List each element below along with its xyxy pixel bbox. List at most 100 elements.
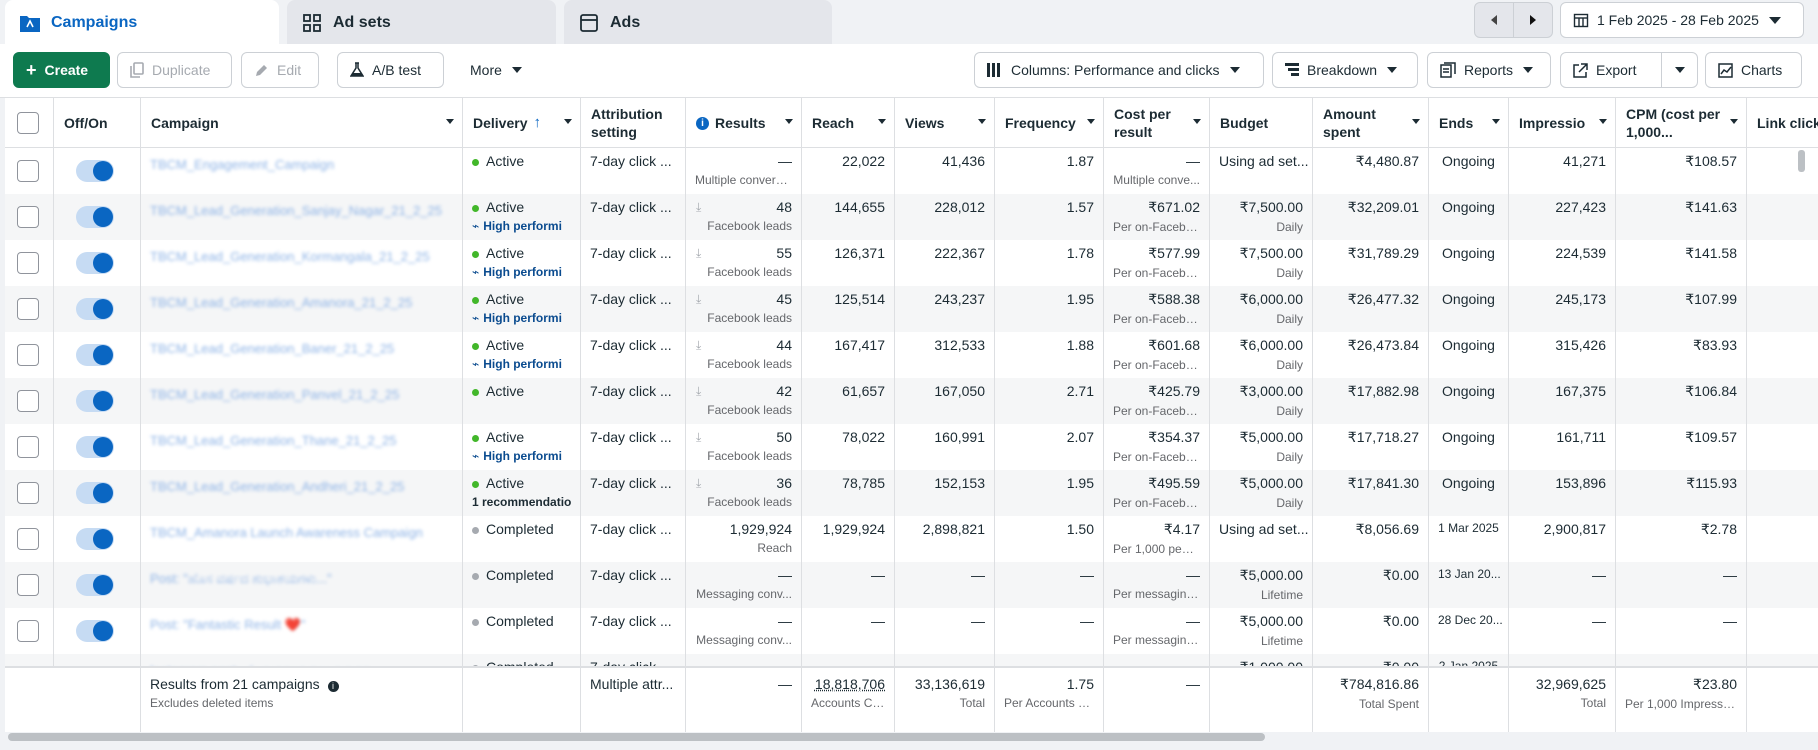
col-header-link-clicks[interactable]: Link click <box>1747 98 1818 148</box>
select-all-checkbox[interactable] <box>17 112 39 134</box>
table-row[interactable]: Post: "ಹೊಸ ವರ್ಷದ ಶುಭಾಶಯಗಳು..." Completed 7… <box>5 562 1818 608</box>
tab-campaigns[interactable]: Campaigns <box>5 0 279 46</box>
horizontal-scrollbar[interactable] <box>8 733 1265 741</box>
row-checkbox[interactable] <box>17 206 39 228</box>
col-header-cost-per-result[interactable]: Cost per result <box>1104 98 1210 148</box>
row-checkbox[interactable] <box>17 528 39 550</box>
table-row[interactable]: TBCM_Lead_Generation_Andheri_21_2_25 Acti… <box>5 470 1818 516</box>
tab-ads[interactable]: Ads <box>564 0 832 46</box>
row-checkbox[interactable] <box>17 344 39 366</box>
columns-dropdown[interactable]: Columns: Performance and clicks <box>974 52 1264 88</box>
row-checkbox[interactable] <box>17 160 39 182</box>
campaign-toggle[interactable] <box>76 436 114 458</box>
campaign-name-link[interactable]: TBCM_Lead_Generation_Amanora_21_2_25 <box>150 295 413 310</box>
export-options-button[interactable] <box>1661 52 1698 88</box>
campaign-name-link[interactable]: Post: "ಹೊಸ ವರ್ಷದ ಶುಭಾಶಯಗಳು..." <box>150 571 332 586</box>
table-row[interactable]: TBCM_Amanora Launch Awareness Campaign Co… <box>5 516 1818 562</box>
campaign-toggle[interactable] <box>76 390 114 412</box>
campaign-name-link[interactable]: Post: "Fantastic Result ❤️" <box>150 617 306 632</box>
sort-caret-icon[interactable] <box>564 119 572 124</box>
row-checkbox[interactable] <box>17 390 39 412</box>
sort-caret-icon[interactable] <box>878 119 886 124</box>
sort-caret-icon[interactable] <box>1599 119 1607 124</box>
sort-caret-icon[interactable] <box>446 119 454 124</box>
export-button[interactable]: Export <box>1560 52 1662 88</box>
breakdown-dropdown[interactable]: Breakdown <box>1272 52 1418 88</box>
table-row[interactable]: TBCM_Engagement_Campaign Active 7-day clic… <box>5 148 1818 194</box>
footer-reach-value[interactable]: 18,818,706 <box>814 676 885 692</box>
campaign-name-link[interactable]: TBCM_Engagement_Campaign <box>150 157 335 172</box>
info-icon[interactable]: i <box>696 116 709 130</box>
campaign-name-link[interactable]: TBCM_Lead_Generation_Sanjay_Nagar_21_2_2… <box>150 203 442 218</box>
duplicate-button[interactable]: Duplicate <box>117 52 232 88</box>
row-checkbox[interactable] <box>17 620 39 642</box>
table-row[interactable]: TBCM_Lead_Generation_Panvel_21_2_25 Activ… <box>5 378 1818 424</box>
sort-caret-icon[interactable] <box>785 119 793 124</box>
sort-caret-icon[interactable] <box>1412 119 1420 124</box>
table-row[interactable]: TBCM_Lead_Generation_Thane_21_2_25 Active… <box>5 424 1818 470</box>
col-header-amount-spent[interactable]: Amount spent <box>1313 98 1429 148</box>
sort-caret-icon[interactable] <box>1193 119 1201 124</box>
sort-caret-icon[interactable] <box>1492 119 1500 124</box>
high-performing-badge[interactable]: ⌁ High performi <box>472 265 571 279</box>
high-performing-badge[interactable]: ⌁ High performi <box>472 219 571 233</box>
campaign-toggle[interactable] <box>76 298 114 320</box>
col-header-impressions[interactable]: Impressio <box>1509 98 1616 148</box>
table-row[interactable]: TBCM_Lead_Generation_Kormangala_21_2_25 A… <box>5 240 1818 286</box>
col-header-cpm[interactable]: CPM (cost per 1,000... <box>1616 98 1747 148</box>
campaign-name-link[interactable]: TBCM_Lead_Generation_Andheri_21_2_25 <box>150 479 405 494</box>
date-range-picker[interactable]: 1 Feb 2025 - 28 Feb 2025 <box>1560 2 1804 38</box>
high-performing-badge[interactable]: ⌁ High performi <box>472 357 571 371</box>
col-header-attribution[interactable]: Attribution setting <box>581 98 686 148</box>
campaign-name-link[interactable]: TBCM_Lead_Generation_Thane_21_2_25 <box>150 433 397 448</box>
campaign-toggle[interactable] <box>76 344 114 366</box>
campaign-toggle[interactable] <box>76 252 114 274</box>
campaign-name-link[interactable]: TBCM_Lead_Generation_Kormangala_21_2_25 <box>150 249 430 264</box>
col-header-reach[interactable]: Reach <box>802 98 895 148</box>
col-header-frequency[interactable]: Frequency <box>995 98 1104 148</box>
row-checkbox[interactable] <box>17 298 39 320</box>
campaign-toggle[interactable] <box>76 160 114 182</box>
table-row[interactable]: TBCM_Lead_Generation_Amanora_21_2_25 Acti… <box>5 286 1818 332</box>
col-header-results[interactable]: i Results <box>686 98 802 148</box>
charts-button[interactable]: Charts <box>1705 52 1802 88</box>
previous-period-button[interactable] <box>1474 2 1514 38</box>
col-header-budget[interactable]: Budget <box>1210 98 1313 148</box>
tab-ad-sets[interactable]: Ad sets <box>287 0 556 46</box>
table-row[interactable]: TBCM_Lead_Generation_Sanjay_Nagar_21_2_2… <box>5 194 1818 240</box>
campaign-toggle[interactable] <box>76 620 114 642</box>
campaign-name-link[interactable]: TBCM_Lead_Generation_Baner_21_2_25 <box>150 341 395 356</box>
info-icon[interactable]: i <box>327 681 339 692</box>
row-checkbox[interactable] <box>17 252 39 274</box>
table-row[interactable]: TBCM_Lead_Generation_Baner_21_2_25 Active… <box>5 332 1818 378</box>
more-button[interactable]: More <box>457 52 537 88</box>
edit-button[interactable]: Edit <box>241 52 319 88</box>
sort-caret-icon[interactable] <box>1087 119 1095 124</box>
high-performing-badge[interactable]: ⌁ High performi <box>472 449 571 463</box>
create-button[interactable]: + Create <box>13 52 110 88</box>
campaign-name-link[interactable]: Instagram post: ಹೊಸ ವರ್ಷದ ಶುಭಾಶಯಗಳು <box>150 663 453 666</box>
row-checkbox[interactable] <box>17 482 39 504</box>
col-header-views[interactable]: Views <box>895 98 995 148</box>
col-header-offon[interactable]: Off/On <box>54 98 141 148</box>
row-checkbox[interactable] <box>17 436 39 458</box>
sort-caret-icon[interactable] <box>978 119 986 124</box>
col-header-campaign[interactable]: Campaign <box>141 98 463 148</box>
recommendation-badge[interactable]: 1 recommendatio <box>472 495 571 509</box>
sort-caret-icon[interactable] <box>1730 119 1738 124</box>
campaign-name-link[interactable]: TBCM_Lead_Generation_Panvel_21_2_25 <box>150 387 400 402</box>
high-performing-badge[interactable]: ⌁ High performi <box>472 311 571 325</box>
vertical-scrollbar[interactable] <box>1798 150 1805 172</box>
table-row[interactable]: Instagram post: ಹೊಸ ವರ್ಷದ ಶುಭಾಶಯಗಳು Compl… <box>5 654 1818 666</box>
next-period-button[interactable] <box>1513 2 1553 38</box>
col-header-delivery[interactable]: Delivery ↑ <box>463 98 581 148</box>
col-header-ends[interactable]: Ends <box>1429 98 1509 148</box>
campaign-toggle[interactable] <box>76 574 114 596</box>
campaign-toggle[interactable] <box>76 528 114 550</box>
campaign-toggle[interactable] <box>76 482 114 504</box>
campaign-name-link[interactable]: TBCM_Amanora Launch Awareness Campaign <box>150 525 423 540</box>
ab-test-button[interactable]: A/B test <box>337 52 444 88</box>
row-checkbox[interactable] <box>17 574 39 596</box>
reports-dropdown[interactable]: Reports <box>1427 52 1551 88</box>
table-row[interactable]: Post: "Fantastic Result ❤️" Completed 7-da… <box>5 608 1818 654</box>
